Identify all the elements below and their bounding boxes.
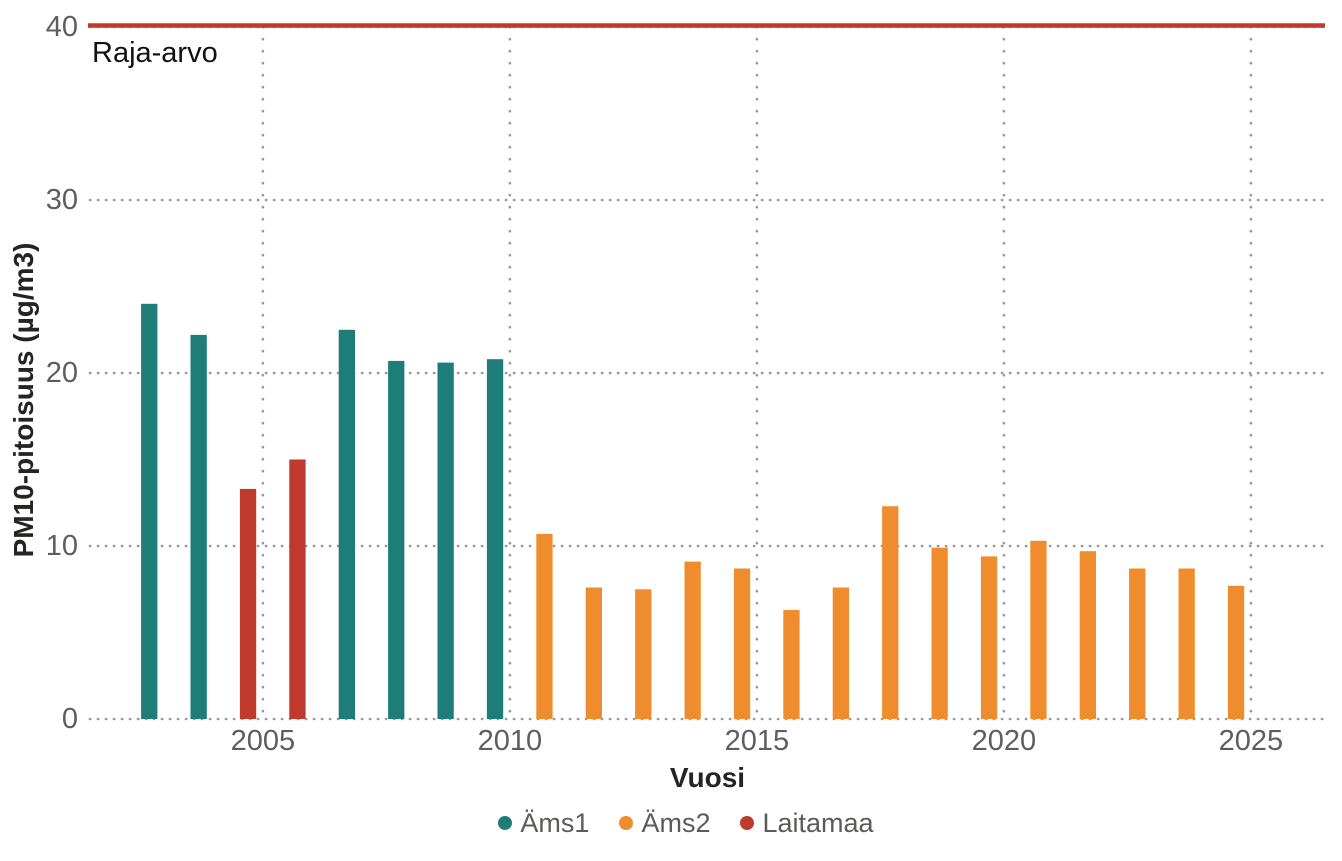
legend-color-dot-icon [740, 816, 755, 830]
bar-2004[interactable] [190, 334, 207, 719]
legend-label: Äms1 [520, 808, 590, 838]
y-tick-label: 20 [45, 357, 78, 389]
y-axis-title: PM10-pitoisuus (µg/m3) [8, 242, 39, 558]
x-tick-label: 2015 [724, 725, 790, 757]
legend-item-laitamaa[interactable]: Laitamaa [740, 806, 874, 840]
bar-2007[interactable] [338, 329, 355, 720]
bar-2009[interactable] [437, 362, 454, 719]
bar-2023[interactable] [1129, 568, 1146, 720]
x-axis-title: Vuosi [669, 762, 746, 793]
bar-2008[interactable] [388, 360, 405, 719]
bar-2021[interactable] [1030, 540, 1047, 719]
x-tick-label: 2010 [477, 725, 543, 757]
bar-2022[interactable] [1079, 551, 1096, 719]
legend-label: Äms2 [641, 808, 711, 838]
bar-2018[interactable] [882, 506, 899, 719]
bar-2003[interactable] [141, 303, 158, 719]
bar-2017[interactable] [832, 587, 849, 720]
x-tick-label: 2020 [971, 725, 1037, 757]
bar-2019[interactable] [931, 547, 948, 719]
y-tick-label: 0 [61, 703, 78, 735]
x-tick-label: 2005 [230, 725, 296, 757]
bar-2012[interactable] [585, 587, 602, 720]
legend-item-ms1[interactable]: Äms1 [498, 806, 589, 840]
x-tick-label: 2025 [1218, 725, 1284, 757]
legend-color-dot-icon [619, 816, 634, 830]
legend-color-dot-icon [498, 816, 513, 830]
bar-2013[interactable] [635, 589, 652, 720]
bar-2011[interactable] [536, 533, 553, 719]
bar-2005[interactable] [239, 488, 257, 719]
bar-2016[interactable] [783, 610, 800, 719]
bar-2024[interactable] [1178, 568, 1195, 720]
legend-item-ms2[interactable]: Äms2 [619, 806, 710, 840]
bar-2014[interactable] [684, 561, 701, 719]
y-tick-label: 30 [45, 184, 78, 216]
y-tick-label: 40 [45, 11, 78, 43]
bar-2010[interactable] [486, 359, 504, 719]
bar-2015[interactable] [733, 568, 751, 720]
bar-2020[interactable] [980, 556, 998, 719]
legend-label: Laitamaa [762, 808, 874, 838]
bar-2025[interactable] [1227, 585, 1245, 719]
y-tick-label: 10 [45, 530, 78, 562]
legend: Äms1 Äms2 Laitamaa [0, 806, 1342, 840]
bar-2006[interactable] [289, 459, 306, 720]
limit-line-label: Raja-arvo [92, 37, 218, 69]
